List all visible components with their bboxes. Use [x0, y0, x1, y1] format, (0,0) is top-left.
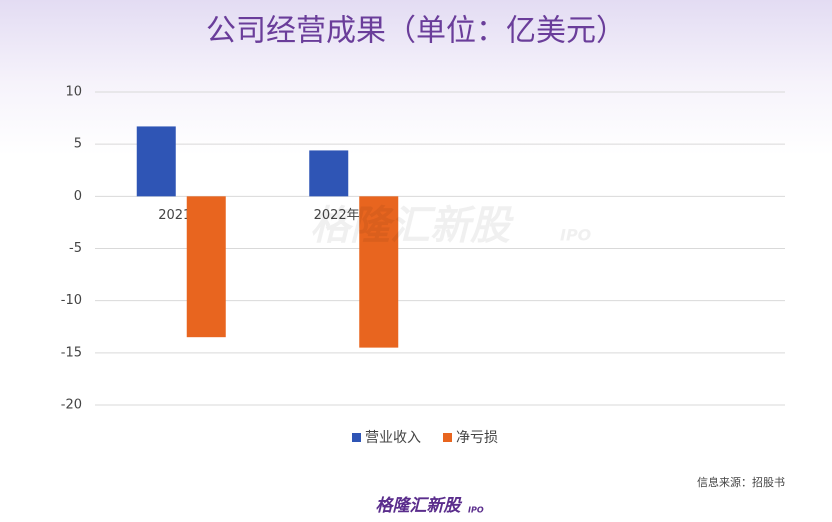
- logo: 格隆汇新股: [376, 496, 463, 516]
- watermark: 格隆汇新股: [310, 203, 514, 249]
- y-tick-label: 0: [74, 189, 82, 204]
- watermark-tag: IPO: [560, 226, 592, 245]
- legend-swatch: [443, 433, 452, 442]
- legend-label: 营业收入: [365, 430, 421, 446]
- y-tick-label: -15: [61, 345, 82, 360]
- y-tick-label: 10: [65, 85, 82, 100]
- legend-label: 净亏损: [456, 430, 498, 446]
- y-tick-label: -10: [61, 293, 82, 308]
- bar: [309, 150, 349, 197]
- y-tick-label: 5: [74, 137, 82, 152]
- bar: [136, 126, 176, 197]
- legend-swatch: [352, 433, 361, 442]
- y-tick-label: -5: [69, 241, 82, 256]
- logo-tag: IPO: [468, 506, 484, 515]
- bar: [359, 196, 399, 348]
- chart-title: 公司经营成果（单位：亿美元）: [206, 14, 626, 49]
- bar: [186, 196, 226, 338]
- y-tick-label: -20: [61, 398, 82, 413]
- source-note: 信息来源：招股书: [697, 475, 785, 489]
